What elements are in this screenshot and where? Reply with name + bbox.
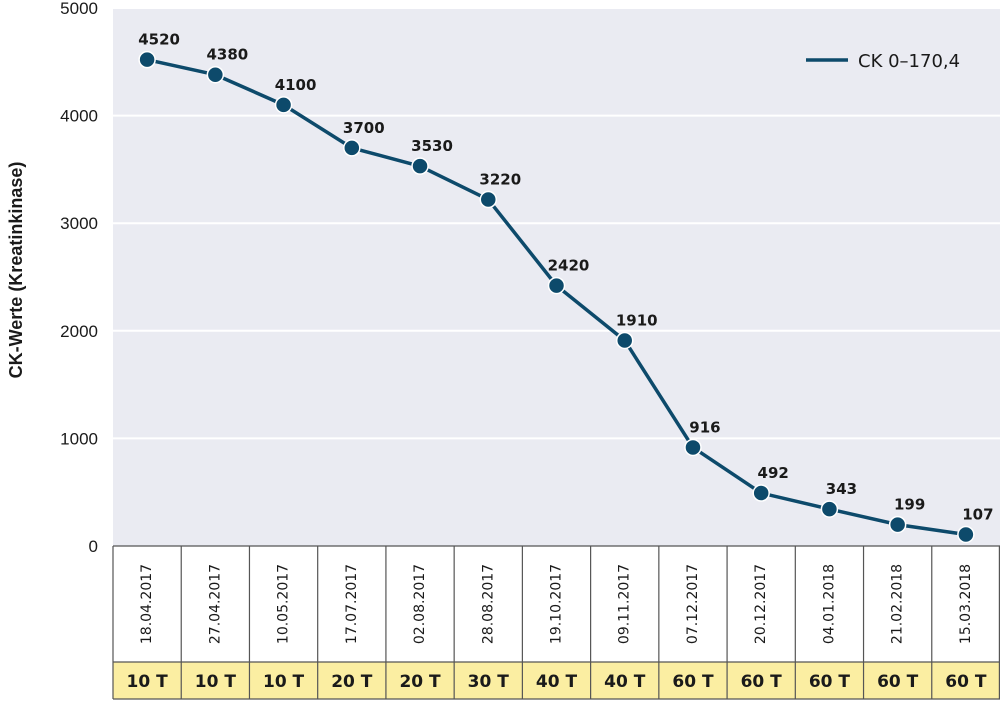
data-point [615, 331, 634, 350]
data-label: 3220 [479, 171, 521, 189]
data-point [138, 50, 156, 69]
x-date-label: 27.04.2017 [207, 564, 223, 644]
data-label: 4520 [138, 31, 180, 49]
data-point [820, 500, 839, 518]
y-tick-label: 3000 [60, 214, 98, 233]
data-label: 3530 [411, 137, 453, 155]
x-date-label: 09.11.2017 [617, 564, 633, 644]
dose-label: 30 T [468, 672, 510, 692]
data-point [206, 65, 225, 84]
x-date-label: 15.03.2018 [958, 564, 974, 644]
y-tick-label: 4000 [60, 107, 98, 126]
y-axis-ticks: 0 1000 2000 3000 4000 5000 [60, 0, 98, 556]
data-point [752, 484, 770, 502]
data-label: 2420 [548, 257, 590, 275]
data-point [411, 157, 429, 175]
data-point [957, 525, 975, 544]
y-tick-label: 5000 [60, 0, 98, 18]
data-label: 916 [689, 418, 720, 436]
x-date-label: 07.12.2017 [685, 564, 701, 644]
legend: CK 0–170,4 [806, 51, 960, 72]
data-point [684, 438, 702, 457]
dose-label: 40 T [604, 672, 646, 692]
x-date-label: 18.04.2017 [139, 564, 155, 644]
y-tick-label: 0 [89, 537, 98, 556]
x-date-label: 21.02.2018 [890, 564, 906, 644]
x-date-label: 28.08.2017 [480, 564, 496, 644]
data-label: 4380 [206, 46, 248, 64]
data-point [547, 276, 566, 295]
data-point [274, 96, 293, 114]
dose-label: 10 T [127, 672, 169, 692]
dose-label: 60 T [877, 672, 919, 692]
data-point [343, 139, 361, 157]
dose-label: 60 T [741, 672, 783, 692]
dose-label: 60 T [945, 672, 987, 692]
data-label: 1910 [616, 311, 658, 329]
x-date-label: 10.05.2017 [276, 564, 292, 644]
data-label: 199 [894, 496, 925, 514]
dose-label: 60 T [672, 672, 714, 692]
data-label: 492 [758, 464, 789, 482]
y-tick-label: 2000 [60, 322, 98, 341]
date-dose-table: 18.04.2017 27.04.2017 10.05.2017 17.07.2017… [112, 545, 1000, 700]
data-label: 3700 [343, 119, 385, 137]
dose-label: 10 T [195, 672, 237, 692]
x-date-label: 19.10.2017 [549, 564, 565, 644]
x-date-label: 20.12.2017 [753, 564, 769, 644]
data-label: 4100 [275, 76, 317, 94]
dose-label: 60 T [809, 672, 851, 692]
x-date-label: 17.07.2017 [344, 564, 360, 644]
y-axis-label: CK-Werte (Kreatinkinase) [6, 162, 26, 379]
data-point [479, 190, 498, 209]
data-labels: 4520 4380 4100 3700 3530 3220 2420 1910 916 492 34… [138, 31, 993, 524]
data-points [138, 50, 975, 544]
data-label: 343 [826, 480, 857, 498]
data-point [888, 515, 907, 534]
dose-label: 40 T [536, 672, 578, 692]
dose-row-background [113, 662, 1000, 699]
legend-label: CK 0–170,4 [858, 51, 960, 72]
y-tick-label: 1000 [60, 429, 98, 448]
x-date-label: 02.08.2017 [412, 564, 428, 644]
gridlines [113, 7, 1000, 440]
dose-label: 20 T [399, 672, 441, 692]
x-date-label: 04.01.2018 [821, 564, 837, 644]
dose-label: 20 T [331, 672, 373, 692]
dose-label: 10 T [263, 672, 305, 692]
data-label: 107 [962, 505, 993, 523]
